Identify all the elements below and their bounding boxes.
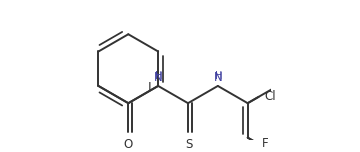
Text: Cl: Cl xyxy=(264,90,276,103)
Text: N: N xyxy=(154,71,162,84)
Text: H: H xyxy=(155,71,162,81)
Text: I: I xyxy=(148,81,152,94)
Text: S: S xyxy=(185,138,193,151)
Text: H: H xyxy=(215,71,222,81)
Text: O: O xyxy=(124,138,133,151)
Text: N: N xyxy=(213,71,222,84)
Text: F: F xyxy=(262,138,269,150)
